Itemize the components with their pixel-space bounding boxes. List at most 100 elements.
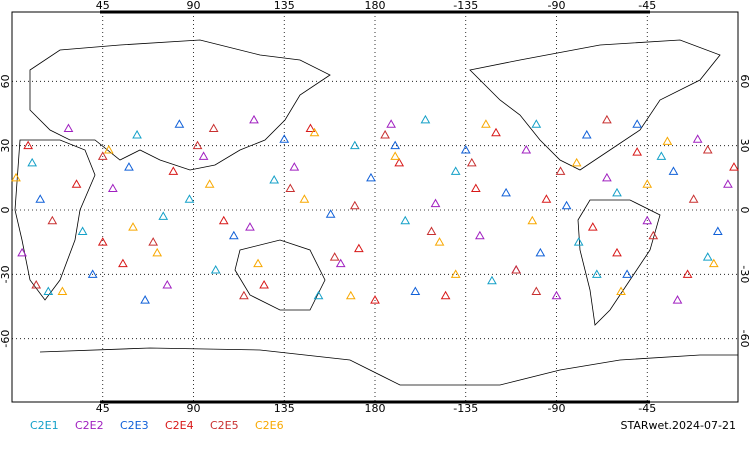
occultation-point bbox=[581, 129, 592, 139]
occultation-point bbox=[708, 258, 719, 268]
coastline bbox=[14, 139, 96, 301]
occultation-point bbox=[198, 151, 209, 160]
coastlines bbox=[14, 39, 738, 386]
occultation-point bbox=[571, 157, 582, 167]
y-tick-label: 60 bbox=[738, 74, 750, 88]
occultation-point bbox=[71, 179, 82, 188]
occultation-point bbox=[682, 269, 693, 278]
occultation-point bbox=[128, 222, 138, 231]
x-tick-label: -90 bbox=[548, 0, 566, 12]
occultation-point bbox=[204, 179, 215, 188]
occultation-point bbox=[420, 114, 431, 124]
footer-label: STARwet.2024-07-21 bbox=[620, 419, 736, 432]
legend-entry: C2E3 bbox=[120, 419, 149, 432]
occultation-point bbox=[390, 151, 401, 160]
occultation-point bbox=[602, 114, 612, 124]
occultation-point bbox=[118, 258, 128, 268]
occultation-point bbox=[35, 194, 46, 203]
occultation-point bbox=[239, 290, 249, 300]
occultation-point bbox=[466, 157, 477, 167]
occultation-point bbox=[57, 286, 68, 295]
occultation-point bbox=[475, 230, 485, 240]
occultation-point bbox=[656, 151, 667, 160]
occultation-point bbox=[140, 295, 150, 304]
occultation-point bbox=[616, 286, 626, 295]
y-tick-label: -60 bbox=[738, 330, 750, 348]
x-tick-label: -135 bbox=[453, 402, 478, 415]
y-tick-label: 30 bbox=[738, 139, 750, 153]
occultation-point bbox=[152, 247, 163, 257]
occultation-point bbox=[642, 215, 653, 225]
y-tick-label: 0 bbox=[0, 207, 12, 214]
occultation-point bbox=[612, 247, 622, 257]
x-tick-label: 90 bbox=[187, 402, 201, 415]
x-tick-label: 45 bbox=[96, 402, 110, 415]
occultation-point bbox=[184, 194, 195, 203]
map-frame bbox=[11, 11, 739, 403]
occultation-point bbox=[17, 247, 27, 257]
coastline bbox=[469, 39, 721, 171]
occultation-point bbox=[688, 194, 699, 203]
x-tick-label: -45 bbox=[638, 0, 656, 12]
occultation-point bbox=[354, 243, 364, 253]
occultation-point bbox=[487, 275, 497, 285]
occultation-point bbox=[642, 179, 653, 188]
occultation-point bbox=[400, 215, 411, 225]
legend-entry: C2E1 bbox=[30, 419, 59, 432]
x-tick-label: -45 bbox=[638, 402, 656, 415]
occultation-point bbox=[349, 200, 360, 210]
occultation-point bbox=[668, 166, 679, 175]
occultation-point bbox=[366, 172, 376, 182]
x-tick-label: 90 bbox=[187, 0, 201, 12]
occultation-point bbox=[551, 290, 562, 300]
occultation-point bbox=[394, 157, 405, 167]
occultation-point bbox=[103, 144, 114, 154]
occultation-point bbox=[279, 134, 290, 143]
occultation-point bbox=[440, 290, 451, 300]
y-tick-label: -60 bbox=[0, 330, 12, 348]
occultation-point bbox=[253, 258, 263, 268]
occultation-point bbox=[132, 129, 142, 139]
occultation-point bbox=[27, 157, 38, 167]
occultation-point bbox=[531, 119, 542, 128]
y-tick-label: 60 bbox=[0, 74, 12, 88]
occultation-point bbox=[158, 211, 169, 220]
occultation-point bbox=[632, 119, 643, 128]
occultation-point bbox=[63, 123, 74, 133]
occultation-point bbox=[702, 144, 713, 154]
occultation-point bbox=[305, 123, 316, 133]
occultation-point bbox=[210, 265, 221, 274]
occultation-point bbox=[11, 172, 21, 182]
occultation-point bbox=[299, 194, 310, 203]
x-tick-label: 180 bbox=[365, 402, 386, 415]
occultation-point bbox=[370, 295, 380, 304]
occultation-point bbox=[208, 123, 219, 133]
occultation-point bbox=[632, 147, 643, 156]
occultation-point bbox=[481, 119, 491, 128]
legend-entry: C2E4 bbox=[165, 419, 194, 432]
occultation-point bbox=[97, 151, 108, 160]
occultation-point bbox=[501, 187, 511, 197]
occultation-point bbox=[648, 230, 659, 240]
occultation-point bbox=[77, 226, 88, 235]
occultation-point bbox=[692, 134, 703, 143]
occultation-point bbox=[259, 280, 269, 289]
occultation-point bbox=[587, 222, 598, 231]
occultation-point bbox=[426, 226, 437, 235]
occultation-point bbox=[245, 222, 255, 231]
occultation-point bbox=[460, 144, 471, 154]
occultation-point bbox=[702, 252, 713, 261]
y-tick-label: 0 bbox=[738, 207, 750, 214]
occultation-point bbox=[345, 290, 356, 300]
occultation-point bbox=[107, 183, 118, 193]
occultation-point bbox=[521, 144, 532, 154]
occultation-point bbox=[148, 237, 159, 246]
occultation-point bbox=[335, 258, 346, 268]
occultation-point bbox=[43, 286, 54, 295]
occultation-point bbox=[622, 269, 632, 278]
occultation-point bbox=[31, 280, 42, 289]
occultation-point bbox=[218, 215, 229, 225]
x-tick-label: 180 bbox=[365, 0, 386, 12]
occultation-point bbox=[380, 129, 390, 139]
